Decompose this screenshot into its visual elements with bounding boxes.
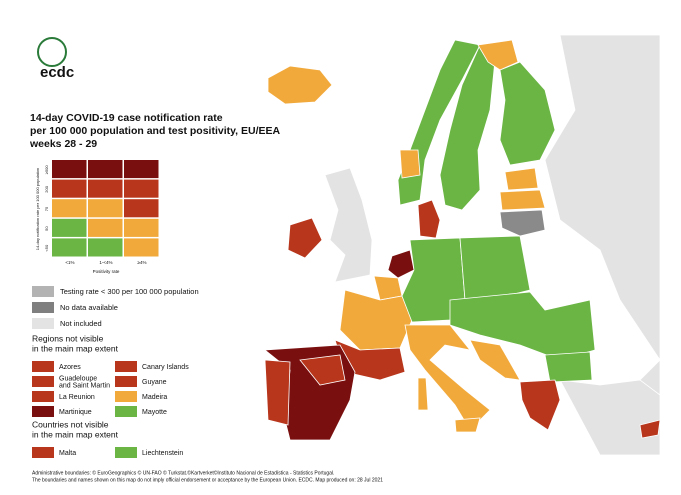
legend-label: Not included bbox=[60, 319, 102, 328]
region-label: Malta bbox=[59, 450, 76, 457]
title-line: per 100 000 population and test positivi… bbox=[30, 125, 281, 137]
footer-line: The boundaries and names shown on this m… bbox=[32, 477, 383, 483]
portugal bbox=[264, 359, 291, 426]
region-label: Guadeloupe bbox=[59, 375, 97, 382]
netherlands bbox=[387, 249, 415, 279]
row-label: 50 bbox=[44, 226, 49, 231]
matrix-cell bbox=[124, 199, 159, 218]
row-label: <50 bbox=[44, 244, 49, 252]
row-label: 200 bbox=[44, 185, 49, 192]
turkey bbox=[559, 379, 661, 456]
poland bbox=[459, 235, 531, 301]
matrix-cell bbox=[52, 160, 87, 179]
norway-west bbox=[399, 149, 421, 179]
matrix-cell bbox=[52, 218, 87, 237]
region-label: Canary Islands bbox=[142, 364, 189, 371]
uk bbox=[324, 167, 373, 283]
y-axis-label: 14-day notification rate per 100 000 pop… bbox=[35, 168, 40, 251]
lithuania bbox=[499, 209, 546, 237]
column-label: <1% bbox=[65, 260, 74, 265]
section-heading: in the main map extent bbox=[32, 429, 119, 439]
region-swatch bbox=[32, 391, 54, 402]
section-heading: Regions not visible bbox=[32, 333, 104, 343]
legend-swatch bbox=[32, 318, 54, 329]
region-label: Martinique bbox=[59, 409, 92, 416]
denmark bbox=[417, 199, 441, 239]
matrix-cell bbox=[124, 218, 159, 237]
ireland bbox=[287, 217, 323, 259]
footer-line: Administrative boundaries: © EuroGeograp… bbox=[32, 469, 334, 476]
logo-globe bbox=[37, 37, 67, 67]
legend-label: No data available bbox=[60, 303, 118, 312]
matrix-cell bbox=[52, 238, 87, 257]
matrix-cell bbox=[88, 238, 123, 257]
matrix-cell bbox=[52, 179, 87, 198]
italy bbox=[404, 324, 491, 431]
legend-swatch bbox=[32, 286, 54, 297]
region-swatch bbox=[115, 376, 137, 387]
map bbox=[263, 34, 661, 456]
spain-north bbox=[299, 354, 346, 386]
legend: Testing rate < 300 per 100 000 populatio… bbox=[32, 286, 199, 329]
latvia bbox=[499, 189, 546, 211]
matrix-cell bbox=[124, 160, 159, 179]
region-label: Liechtenstein bbox=[142, 450, 183, 457]
estonia bbox=[504, 167, 539, 191]
france bbox=[339, 289, 413, 351]
region-swatch bbox=[32, 361, 54, 372]
footer: Administrative boundaries: © EuroGeograp… bbox=[32, 469, 383, 483]
matrix-cell bbox=[88, 160, 123, 179]
section-heading: in the main map extent bbox=[32, 343, 119, 353]
region-label: Madeira bbox=[142, 394, 167, 401]
cyprus bbox=[639, 419, 661, 439]
title: 14-day COVID-19 case notification ratepe… bbox=[29, 112, 281, 150]
logo-text: ecdc bbox=[40, 64, 74, 81]
region-swatch bbox=[32, 406, 54, 417]
region-label: Mayotte bbox=[142, 409, 167, 416]
iceland bbox=[267, 65, 333, 105]
row-label: 75 bbox=[44, 206, 49, 211]
greece bbox=[519, 379, 561, 431]
title-line: 14-day COVID-19 case notification rate bbox=[30, 112, 223, 124]
region-label: Guyane bbox=[142, 379, 167, 386]
legend-swatch bbox=[32, 302, 54, 313]
region-label: Azores bbox=[59, 364, 81, 371]
region-swatch bbox=[115, 447, 137, 458]
matrix-cell bbox=[52, 199, 87, 218]
sweden bbox=[439, 44, 496, 211]
section-heading: Countries not visible bbox=[32, 419, 109, 429]
x-axis-label: Positivity rate bbox=[93, 269, 120, 274]
finland bbox=[499, 61, 556, 166]
matrix-cell bbox=[124, 179, 159, 198]
region-swatch bbox=[32, 376, 54, 387]
legend-matrix: 14-day notification rate per 100 000 pop… bbox=[35, 160, 159, 274]
column-label: 1-<4% bbox=[99, 260, 112, 265]
region-swatch bbox=[32, 447, 54, 458]
bulgaria bbox=[544, 351, 593, 383]
matrix-cell bbox=[88, 179, 123, 198]
croatia bbox=[469, 339, 521, 381]
region-label: and Saint Martin bbox=[59, 382, 110, 389]
region-label: La Reunion bbox=[59, 394, 95, 401]
column-label: ≥4% bbox=[138, 260, 147, 265]
title-line: weeks 28 - 29 bbox=[29, 138, 97, 150]
legend-label: Testing rate < 300 per 100 000 populatio… bbox=[60, 287, 199, 296]
matrix-cell bbox=[124, 238, 159, 257]
logo: ecdc bbox=[37, 37, 74, 81]
region-swatch bbox=[115, 406, 137, 417]
region-swatch bbox=[115, 361, 137, 372]
row-label: ≥500 bbox=[44, 165, 49, 175]
matrix-cell bbox=[88, 199, 123, 218]
matrix-cell bbox=[88, 218, 123, 237]
region-swatch bbox=[115, 391, 137, 402]
sicily bbox=[454, 417, 481, 433]
sardinia bbox=[417, 377, 429, 411]
